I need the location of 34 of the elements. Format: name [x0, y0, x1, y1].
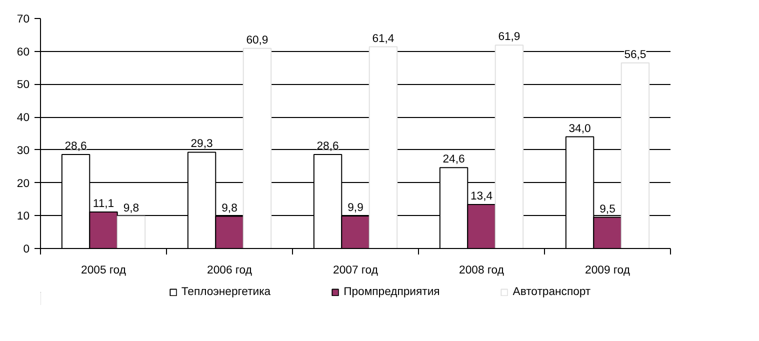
data-label: 9,5 — [600, 203, 616, 216]
data-label: 61,9 — [498, 31, 520, 44]
bar — [368, 46, 398, 248]
data-label: 24,6 — [442, 154, 465, 166]
x-tick-label: 2009 год — [585, 264, 630, 276]
y-tick-label: 40 — [16, 112, 30, 124]
x-tick-label: 2008 год — [459, 264, 504, 276]
data-label: 34,0 — [568, 122, 591, 135]
x-tick-label: 2005 год — [81, 264, 126, 276]
y-tick-label: 50 — [16, 79, 30, 92]
bar — [116, 216, 146, 248]
data-label: 56,5 — [624, 48, 646, 61]
data-label: 11,1 — [92, 198, 114, 210]
y-tick-label: 20 — [16, 178, 30, 190]
data-label: 9,9 — [348, 202, 364, 214]
data-label: 61,4 — [372, 32, 394, 45]
y-tick-label: 10 — [16, 210, 30, 223]
data-label: 29,3 — [190, 138, 213, 150]
data-label: 9,8 — [123, 202, 140, 214]
x-tick-label: 2006 год — [207, 264, 252, 276]
bar — [494, 44, 524, 248]
x-tick-label: 2007 год — [333, 264, 378, 276]
legend-label: Промпредприятия — [344, 286, 440, 298]
y-tick-label: 70 — [16, 14, 30, 26]
legend-label: Теплоэнергетика — [181, 286, 271, 298]
bar — [242, 48, 272, 248]
data-label: 9,8 — [222, 202, 238, 214]
y-tick-label: 30 — [16, 144, 30, 157]
bar — [620, 62, 650, 248]
y-tick-label: 0 — [23, 244, 30, 256]
legend-label: Автотранспорт — [512, 286, 591, 298]
data-label: 13,4 — [470, 190, 493, 202]
data-label: 60,9 — [246, 34, 268, 46]
y-tick-label: 60 — [16, 46, 30, 58]
